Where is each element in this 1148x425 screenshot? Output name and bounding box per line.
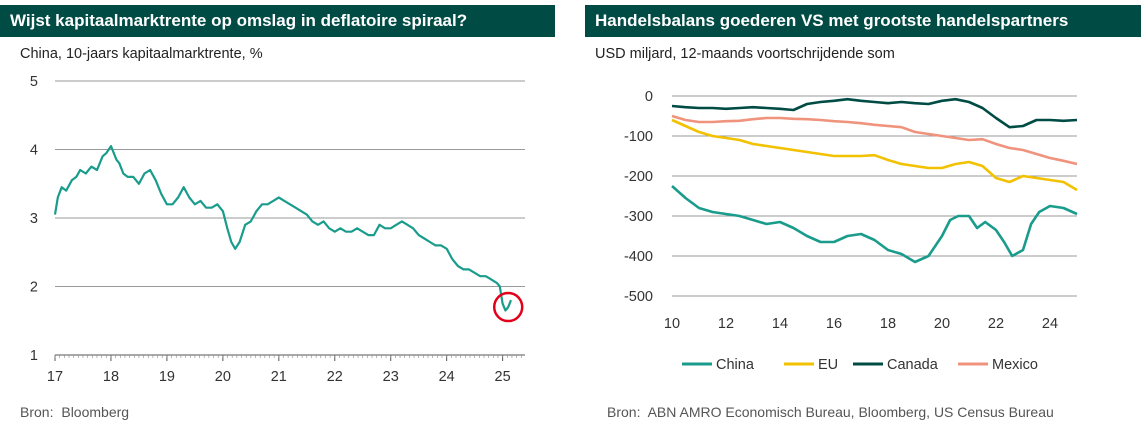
trade-balance-line-chart: 0 -100 -200 -300 -400 -500 10 12 14 16 18 20 22 24 Chi… bbox=[624, 89, 1078, 373]
y-tick-label: 0 bbox=[645, 89, 653, 105]
chart-title: Wijst kapitaalmarktrente op omslag in de… bbox=[0, 5, 555, 37]
x-tick-label: 22 bbox=[327, 369, 343, 385]
x-tick-label: 20 bbox=[934, 316, 950, 332]
series-line-canada bbox=[671, 97, 1078, 129]
x-tick-label: 23 bbox=[383, 369, 399, 385]
x-tick-label: 14 bbox=[772, 316, 788, 332]
x-tick-label: 10 bbox=[664, 316, 680, 332]
x-tick-label: 19 bbox=[159, 369, 175, 385]
series-line-china bbox=[671, 185, 1078, 264]
y-tick-label: -500 bbox=[624, 289, 653, 305]
y-tick-label: 2 bbox=[30, 280, 38, 296]
chart-source: Bron: Bloomberg bbox=[20, 404, 129, 420]
right-chart-panel: Handelsbalans goederen VS met grootste h… bbox=[585, 0, 1148, 425]
x-tick-label: 12 bbox=[718, 316, 734, 332]
chart-title: Handelsbalans goederen VS met grootste h… bbox=[585, 5, 1141, 37]
chart-source: Bron: ABN AMRO Economisch Bureau, Bloomb… bbox=[607, 404, 1054, 420]
yield-series-line bbox=[53, 145, 513, 312]
source-text: ABN AMRO Economisch Bureau, Bloomberg, U… bbox=[647, 404, 1054, 420]
y-tick-label: 3 bbox=[30, 211, 38, 227]
source-label: Bron: bbox=[607, 404, 641, 420]
x-tick-label: 18 bbox=[880, 316, 896, 332]
y-tick-label: -300 bbox=[624, 209, 653, 225]
x-tick-label: 24 bbox=[439, 369, 455, 385]
y-tick-label: -400 bbox=[624, 249, 653, 265]
highlight-circle bbox=[492, 291, 524, 323]
source-label: Bron: bbox=[20, 404, 54, 420]
left-chart-panel: Wijst kapitaalmarktrente op omslag in de… bbox=[0, 0, 562, 425]
x-tick-label: 20 bbox=[215, 369, 231, 385]
chart-subtitle: China, 10-jaars kapitaalmarktrente, % bbox=[20, 46, 263, 62]
series-line-mexico bbox=[671, 114, 1078, 166]
legend-label-mexico: Mexico bbox=[992, 357, 1038, 373]
y-tick-label: -200 bbox=[624, 169, 653, 185]
source-text: Bloomberg bbox=[61, 404, 130, 420]
y-tick-label: 5 bbox=[30, 74, 38, 90]
y-tick-label: 1 bbox=[30, 348, 38, 364]
x-tick-label: 21 bbox=[271, 369, 287, 385]
x-tick-label: 24 bbox=[1042, 316, 1058, 332]
x-tick-label: 17 bbox=[47, 369, 63, 385]
x-tick-label: 22 bbox=[988, 316, 1004, 332]
y-tick-label: 4 bbox=[30, 143, 38, 159]
y-tick-label: -100 bbox=[624, 129, 653, 145]
x-tick-label: 25 bbox=[495, 369, 511, 385]
chart-subtitle: USD miljard, 12-maands voortschrijdende … bbox=[595, 46, 895, 62]
legend-label-canada: Canada bbox=[887, 357, 939, 373]
x-tick-label: 18 bbox=[103, 369, 119, 385]
legend-label-china: China bbox=[716, 357, 755, 373]
x-tick-label: 16 bbox=[826, 316, 842, 332]
legend-label-eu: EU bbox=[818, 357, 838, 373]
series-line-eu bbox=[671, 118, 1078, 192]
